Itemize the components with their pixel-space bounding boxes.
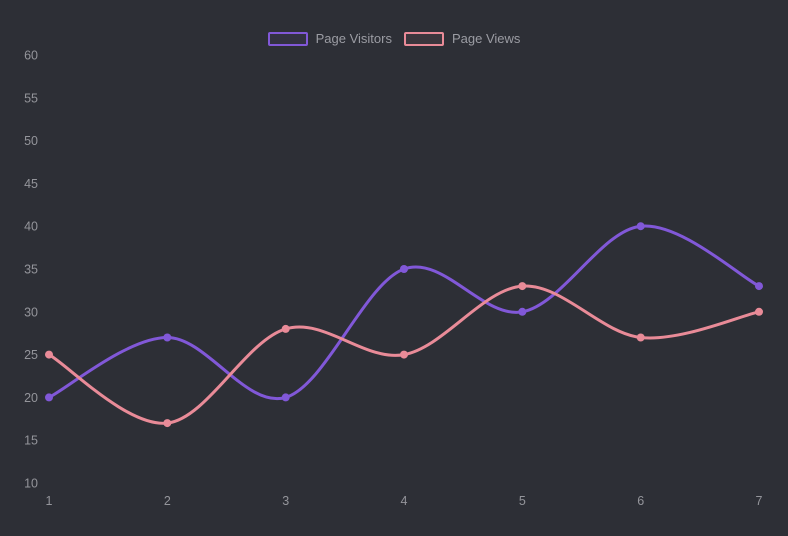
chart-legend: Page Visitors Page Views [0,32,788,46]
data-point-page-views[interactable] [163,419,172,428]
legend-swatch-page-views [403,32,444,46]
y-axis-tick-label: 55 [24,91,38,105]
y-axis-tick-label: 60 [24,49,38,63]
y-axis-tick-label: 25 [24,348,38,362]
x-axis-tick-label: 2 [164,494,171,508]
y-axis-tick-label: 50 [24,134,38,148]
series-line-page-visitors [47,224,761,401]
y-axis-tick-label: 20 [24,391,38,405]
data-point-page-visitors[interactable] [281,393,290,402]
data-point-page-visitors[interactable] [755,282,763,291]
y-axis-tick-label: 10 [24,477,38,491]
data-point-page-views[interactable] [518,282,527,291]
legend-label-page-views: Page Views [451,31,521,46]
x-axis-tick-label: 6 [637,494,644,508]
y-axis-tick-label: 30 [24,305,38,319]
legend-item-page-visitors[interactable]: Page Visitors [267,31,392,46]
data-point-page-visitors[interactable] [45,393,53,402]
y-axis-tick-label: 40 [24,220,38,234]
x-axis-tick-label: 3 [282,494,289,508]
y-axis-tick-label: 35 [24,263,38,277]
x-axis-tick-label: 1 [46,494,53,508]
x-axis-tick-label: 4 [401,494,408,508]
data-point-page-visitors[interactable] [518,307,527,316]
data-point-page-views[interactable] [636,333,645,342]
data-point-page-visitors[interactable] [636,222,645,231]
data-point-page-views[interactable] [281,324,290,333]
data-point-page-views[interactable] [400,350,408,359]
x-axis-tick-label: 5 [519,494,526,508]
legend-label-page-visitors: Page Visitors [315,31,392,46]
data-point-page-visitors[interactable] [400,265,408,273]
legend-item-page-views[interactable]: Page Views [403,31,521,46]
data-point-page-views[interactable] [755,307,763,316]
y-axis-tick-label: 15 [24,434,38,448]
data-point-page-visitors[interactable] [163,333,172,342]
data-point-page-views[interactable] [45,350,53,359]
y-axis-tick-label: 45 [24,177,38,191]
x-axis-tick-label: 7 [756,494,763,508]
legend-swatch-page-visitors [267,32,308,46]
